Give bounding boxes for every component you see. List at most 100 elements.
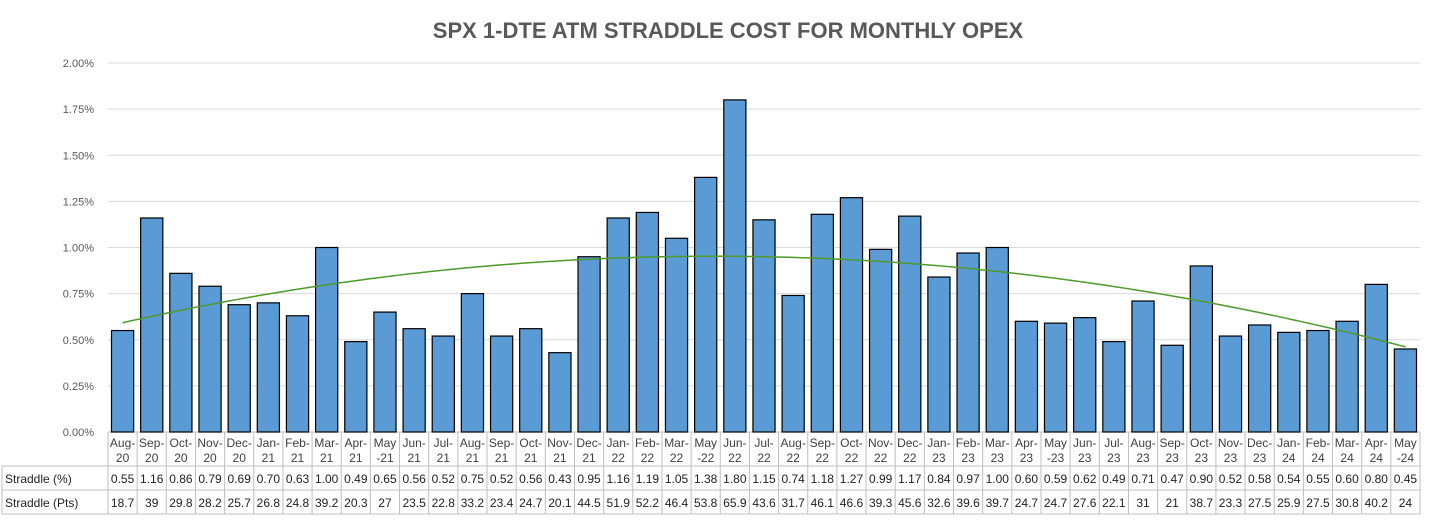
x-tick-label: Jan- bbox=[927, 436, 950, 450]
x-tick-label: 24 bbox=[1340, 451, 1354, 465]
table-cell: 0.59 bbox=[1044, 472, 1068, 486]
x-tick-label: Jun- bbox=[1073, 436, 1096, 450]
table-cell: 51.9 bbox=[607, 496, 631, 510]
x-tick-label: Dec- bbox=[576, 436, 601, 450]
bar bbox=[256, 302, 281, 433]
table-cell: 0.80 bbox=[1365, 472, 1389, 486]
x-tick-label: 21 bbox=[262, 451, 276, 465]
table-cell: 33.2 bbox=[461, 496, 485, 510]
x-tick-label: Apr- bbox=[1015, 436, 1038, 450]
table-cell: 1.80 bbox=[723, 472, 747, 486]
table-cell: 0.62 bbox=[1073, 472, 1097, 486]
x-tick-label: Feb- bbox=[1306, 436, 1331, 450]
x-tick-label: Mar- bbox=[664, 436, 689, 450]
x-tick-label: 21 bbox=[407, 451, 421, 465]
bar bbox=[1247, 324, 1272, 433]
x-tick-label: 21 bbox=[495, 451, 509, 465]
table-cell: 30.8 bbox=[1335, 496, 1359, 510]
table-cell: 1.18 bbox=[811, 472, 835, 486]
bar bbox=[285, 315, 310, 433]
bars bbox=[110, 99, 1418, 433]
table-cell: 32.6 bbox=[927, 496, 951, 510]
table-cell: 38.7 bbox=[1190, 496, 1214, 510]
y-tick-label: 0.75% bbox=[63, 289, 94, 301]
x-tick-label: Oct- bbox=[170, 436, 193, 450]
x-tick-label: 21 bbox=[524, 451, 538, 465]
x-tick-label: 22 bbox=[728, 451, 742, 465]
x-tick-label: Jan- bbox=[607, 436, 630, 450]
bar bbox=[723, 99, 747, 433]
data-table: Aug-20Sep-20Oct-20Nov-20Dec-20Jan-21Feb-… bbox=[1, 432, 1421, 515]
table-cell: 0.58 bbox=[1248, 472, 1272, 486]
y-tick-label: 0.50% bbox=[63, 335, 94, 347]
bar bbox=[810, 213, 834, 433]
x-tick-label: 23 bbox=[1224, 451, 1238, 465]
x-tick-label: -24 bbox=[1397, 451, 1415, 465]
table-cell: 0.52 bbox=[490, 472, 514, 486]
bar bbox=[1102, 340, 1126, 433]
y-tick-label: 1.25% bbox=[63, 196, 94, 208]
bar bbox=[519, 328, 543, 433]
table-cell: 0.52 bbox=[1219, 472, 1243, 486]
bar bbox=[460, 293, 485, 433]
table-cell: 0.49 bbox=[344, 472, 368, 486]
x-tick-label: 23 bbox=[961, 451, 975, 465]
y-tick-label: 2.00% bbox=[63, 58, 94, 70]
bar bbox=[402, 328, 426, 433]
x-tick-label: Aug- bbox=[1130, 436, 1155, 450]
table-cell: 23.3 bbox=[1219, 496, 1243, 510]
bar bbox=[1073, 317, 1097, 433]
table-cell: 0.45 bbox=[1394, 472, 1418, 486]
x-tick-label: Jan- bbox=[1277, 436, 1300, 450]
bar bbox=[314, 246, 339, 433]
table-cell: 20.3 bbox=[344, 496, 368, 510]
x-tick-label: -21 bbox=[376, 451, 394, 465]
bar bbox=[635, 211, 660, 433]
table-cell: 25.7 bbox=[228, 496, 252, 510]
table-cell: 31 bbox=[1136, 496, 1150, 510]
x-tick-label: 22 bbox=[816, 451, 830, 465]
bar bbox=[752, 219, 776, 433]
x-tick-label: 21 bbox=[553, 451, 567, 465]
x-tick-label: 21 bbox=[437, 451, 451, 465]
x-tick-label: 23 bbox=[1107, 451, 1121, 465]
table-cell: 20.1 bbox=[548, 496, 572, 510]
y-tick-label: 1.75% bbox=[63, 104, 94, 116]
x-tick-label: Jul- bbox=[1104, 436, 1123, 450]
x-tick-label: Aug- bbox=[110, 436, 135, 450]
x-tick-label: Mar- bbox=[314, 436, 339, 450]
bar bbox=[344, 340, 368, 433]
table-cell: 1.00 bbox=[315, 472, 339, 486]
x-tick-label: 22 bbox=[757, 451, 771, 465]
x-tick-label: May bbox=[374, 436, 397, 450]
x-tick-label: 21 bbox=[291, 451, 305, 465]
table-cell: 25.9 bbox=[1277, 496, 1301, 510]
x-tick-label: May bbox=[1044, 436, 1067, 450]
x-tick-label: 20 bbox=[145, 451, 159, 465]
table-cell: 39.6 bbox=[956, 496, 980, 510]
x-tick-label: 22 bbox=[670, 451, 684, 465]
table-cell: 39.3 bbox=[869, 496, 893, 510]
x-tick-label: 20 bbox=[233, 451, 247, 465]
table-cell: 0.49 bbox=[1102, 472, 1126, 486]
table-cell: 46.6 bbox=[840, 496, 864, 510]
x-tick-label: 23 bbox=[1020, 451, 1034, 465]
table-cell: 1.16 bbox=[140, 472, 164, 486]
table-cell: 0.55 bbox=[111, 472, 135, 486]
x-tick-label: 24 bbox=[1282, 451, 1296, 465]
trendline bbox=[122, 255, 1406, 348]
x-tick-label: 21 bbox=[349, 451, 363, 465]
y-tick-label: 1.50% bbox=[63, 150, 94, 162]
table-cell: 18.7 bbox=[111, 496, 135, 510]
bar bbox=[1335, 320, 1359, 433]
x-tick-label: 22 bbox=[612, 451, 626, 465]
table-cell: 24.7 bbox=[519, 496, 543, 510]
table-cell: 39 bbox=[145, 496, 159, 510]
x-tick-label: Jan- bbox=[257, 436, 280, 450]
table-cell: 23.4 bbox=[490, 496, 514, 510]
table-cell: 0.86 bbox=[169, 472, 193, 486]
x-tick-label: Feb- bbox=[285, 436, 310, 450]
table-row-label: Straddle (%) bbox=[5, 472, 72, 486]
x-tick-label: Apr- bbox=[344, 436, 367, 450]
table-cell: 0.43 bbox=[548, 472, 572, 486]
